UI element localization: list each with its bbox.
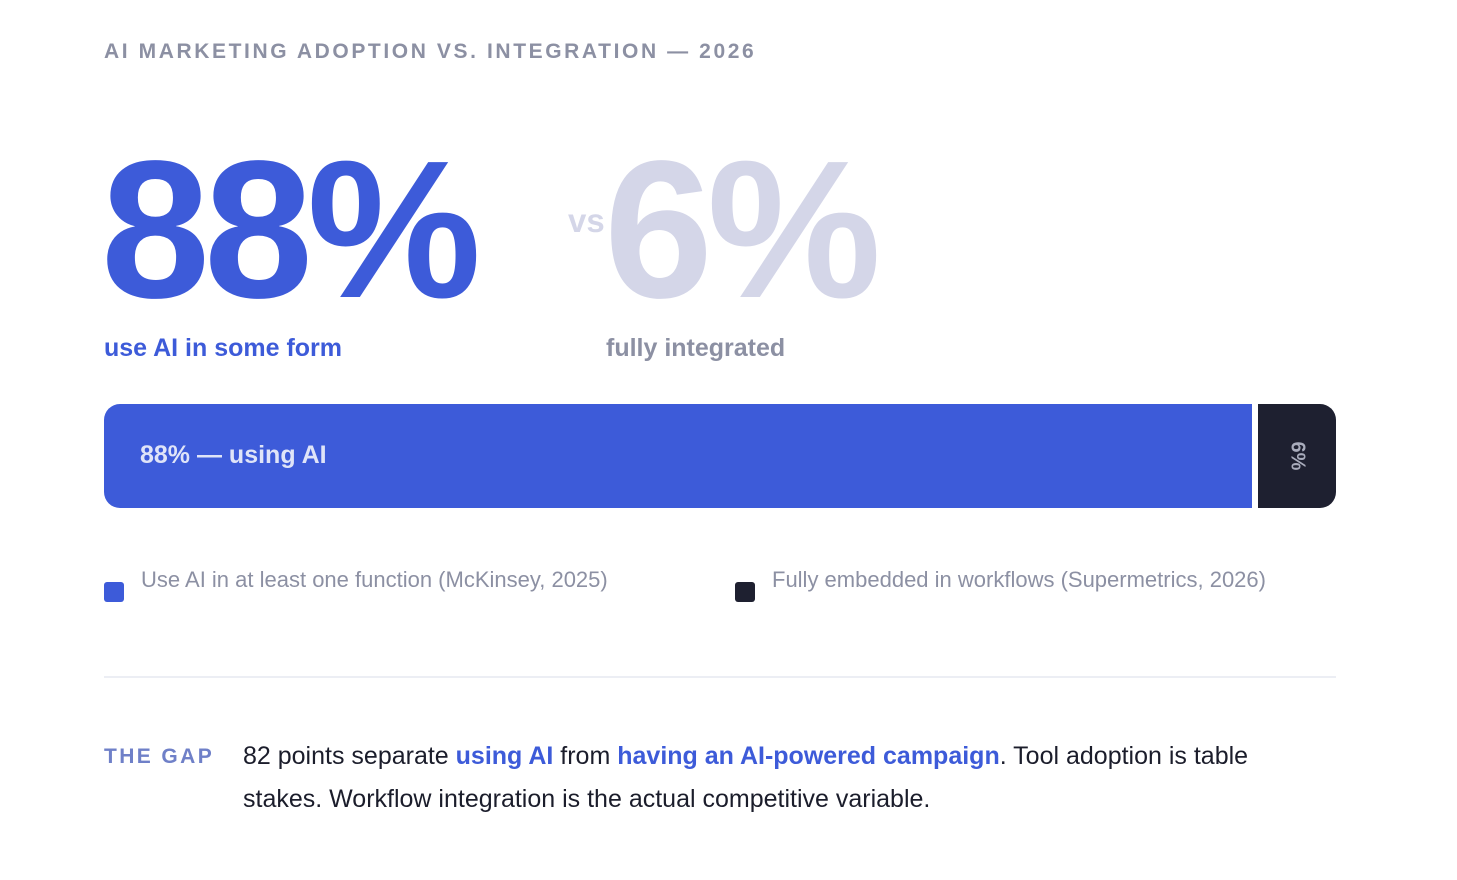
integration-stat: 6% <box>604 120 881 339</box>
gap-highlight-using-ai: using AI <box>455 742 554 770</box>
gap-text-part: 82 points separate <box>243 742 456 770</box>
legend-swatch-dark <box>735 582 755 602</box>
legend-swatch-blue <box>104 582 124 602</box>
gap-text: 82 points separate using AI from having … <box>243 735 1303 821</box>
adoption-stat: 88% <box>101 120 481 339</box>
legend-label: Use AI in at least one function (McKinse… <box>141 567 608 592</box>
bar-segment-using-ai: 88% — using AI <box>104 404 1252 508</box>
gap-text-part: . Tool adoption is table stakes. Workflo… <box>243 742 1249 813</box>
bar-segment-integrated: 6% <box>1258 404 1336 508</box>
stacked-bar: 88% — using AI 6% <box>104 404 1336 508</box>
divider <box>104 676 1336 678</box>
gap-text-part: from <box>553 742 618 770</box>
chart-title: AI MARKETING ADOPTION VS. INTEGRATION — … <box>104 40 757 63</box>
integration-caption: fully integrated <box>606 334 786 362</box>
gap-label: THE GAP <box>104 745 215 768</box>
legend-label: Fully embedded in workflows (Supermetric… <box>772 567 1266 592</box>
bar-segment-integrated-label: 6% <box>1286 441 1309 471</box>
legend-item-using-ai: Use AI in at least one function (McKinse… <box>104 566 644 602</box>
bar-segment-using-ai-label: 88% — using AI <box>140 441 327 469</box>
gap-highlight-campaign: having an AI-powered campaign <box>617 742 1000 770</box>
vs-label: vs <box>568 202 605 239</box>
legend-item-integrated: Fully embedded in workflows (Supermetric… <box>735 566 1295 602</box>
adoption-caption: use AI in some form <box>104 334 343 362</box>
